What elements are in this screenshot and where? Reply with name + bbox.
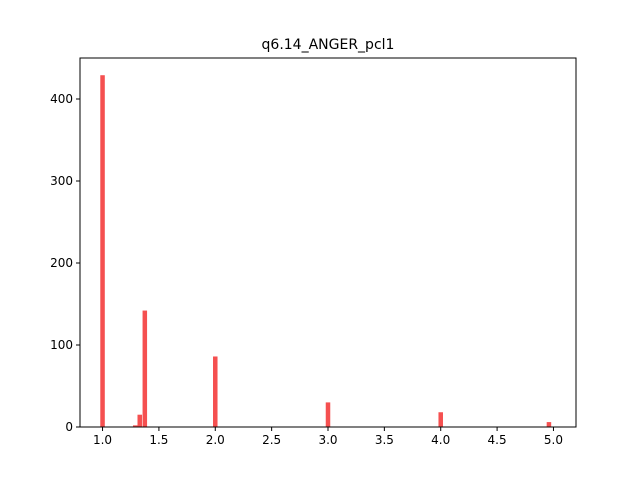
y-tick-label: 100 [50, 338, 73, 352]
histogram-bar [546, 422, 552, 427]
x-axis: 1.0 1.5 2.0 2.5 3.0 3.5 4.0 4.5 5.0 [93, 427, 563, 447]
y-tick-label: 0 [65, 420, 73, 434]
histogram-bar [137, 414, 142, 427]
x-tick-label: 2.5 [262, 433, 281, 447]
plot-frame [79, 57, 577, 428]
y-axis: 0 100 200 300 400 [50, 92, 80, 434]
bars-layer [100, 75, 552, 427]
histogram-bar [325, 402, 331, 427]
histogram-bar [132, 425, 138, 427]
x-tick-label: 1.5 [149, 433, 168, 447]
x-tick-label: 2.0 [206, 433, 225, 447]
histogram-bar [213, 356, 218, 427]
chart-title: q6.14_ANGER_pcl1 [262, 37, 395, 53]
x-tick-label: 5.0 [544, 433, 563, 447]
histogram-bar [100, 75, 105, 427]
y-tick-label: 300 [50, 174, 73, 188]
y-tick-label: 400 [50, 92, 73, 106]
x-tick-label: 3.5 [375, 433, 394, 447]
histogram-bar [142, 310, 148, 427]
histogram-bar [438, 412, 443, 427]
y-tick-label: 200 [50, 256, 73, 270]
x-tick-label: 4.0 [431, 433, 450, 447]
x-tick-label: 1.0 [93, 433, 112, 447]
x-tick-label: 3.0 [318, 433, 337, 447]
x-tick-label: 4.5 [488, 433, 507, 447]
